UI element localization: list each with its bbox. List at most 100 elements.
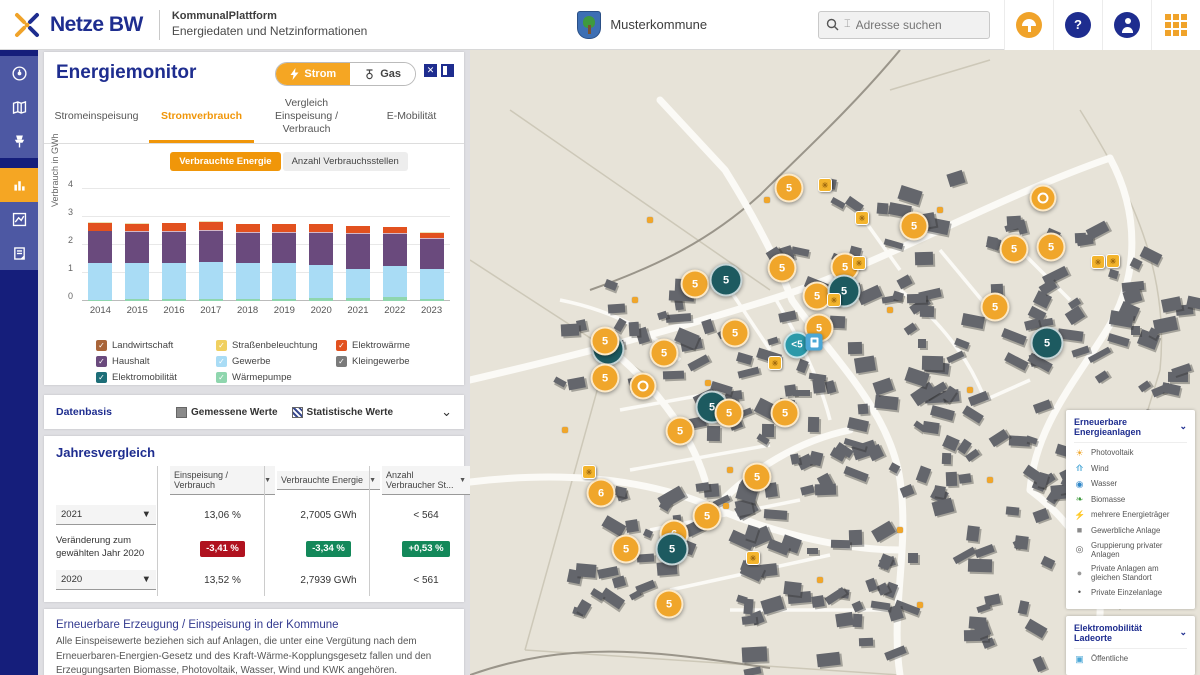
metric-select-1[interactable]: Einspeisung / Verbrauch ▼ [170,466,275,496]
bar-2017[interactable] [198,220,223,302]
bar-2020[interactable] [309,223,334,302]
subtoggle-anzahl-verbrauchsstellen[interactable]: Anzahl Verbrauchsstellen [282,152,408,172]
collapse-panel-icon[interactable] [441,64,454,77]
gas-toggle-button[interactable]: Gas [350,63,415,85]
private-plant-marker[interactable] [727,467,733,473]
legend-label: Landwirtschaft [112,339,174,351]
grouped-private-plants-marker[interactable] [629,372,657,400]
private-plant-cluster-marker[interactable]: 6 [586,478,616,508]
legend-renewables-header[interactable]: Erneuerbare Energieanlagen ⌄ [1074,417,1187,443]
bar-2022[interactable] [382,226,407,302]
photovoltaik-marker[interactable]: ☀ [768,356,782,370]
contact-button[interactable] [1004,0,1053,50]
private-plant-cluster-marker[interactable]: 5 [802,281,832,311]
apps-menu-button[interactable] [1151,0,1200,50]
private-plant-marker[interactable] [705,380,711,386]
photovoltaik-marker[interactable]: ☀ [818,178,832,192]
legend-checkbox-kleingewerbe[interactable]: ✓ Kleingewerbe [336,353,456,369]
private-plant-cluster-marker[interactable]: 5 [980,292,1010,322]
private-plant-marker[interactable] [632,297,638,303]
private-plant-cluster-marker[interactable]: 5 [742,462,772,492]
bar-2016[interactable] [161,222,186,302]
bar-2014[interactable] [88,222,113,302]
private-plant-marker[interactable] [897,527,903,533]
bar-2018[interactable] [235,223,260,302]
charging-cluster-marker[interactable]: 5 [1030,326,1064,360]
metric-select-2[interactable]: Verbrauchte Energie ▼ [277,471,380,491]
tab-stromverbrauch[interactable]: Stromverbrauch [149,92,254,144]
brand-logo[interactable]: Netze BW [0,10,157,40]
private-plant-cluster-marker[interactable]: 5 [692,501,722,531]
legend-checkbox-haushalt[interactable]: ✓ Haushalt [96,353,216,369]
help-button[interactable]: ? [1053,0,1102,50]
private-plant-marker[interactable] [967,387,973,393]
year-select-top[interactable]: 2021 ▼ [56,505,156,526]
photovoltaik-marker[interactable]: ☀ [1091,255,1105,269]
search-input[interactable] [855,17,966,32]
private-plant-cluster-marker[interactable]: 5 [680,269,710,299]
strom-toggle-button[interactable]: Strom [276,63,351,85]
private-plant-marker[interactable] [817,577,823,583]
sidebar-item-energy-monitor[interactable] [0,168,38,202]
private-plant-marker[interactable] [987,477,993,483]
sidebar-item-reports[interactable] [0,236,38,270]
sidebar-item-map[interactable] [0,90,38,124]
private-plant-marker[interactable] [647,217,653,223]
private-plant-cluster-marker[interactable]: 5 [590,363,620,393]
private-plant-marker[interactable] [887,307,893,313]
photovoltaik-marker[interactable]: ☀ [827,293,841,307]
legend-checkbox-stra-enbeleuchtung[interactable]: ✓ Straßenbeleuchtung [216,337,336,353]
photovoltaik-marker[interactable]: ☀ [746,551,760,565]
private-plant-cluster-marker[interactable]: 5 [714,398,744,428]
private-plant-cluster-marker[interactable]: 5 [770,398,800,428]
legend-emobility-header[interactable]: Elektromobilität Ladeorte ⌄ [1074,623,1187,649]
private-plant-marker[interactable] [917,602,923,608]
subtoggle-verbrauchte-energie[interactable]: Verbrauchte Energie [170,152,281,172]
private-plant-cluster-marker[interactable]: 5 [649,338,679,368]
private-plant-marker[interactable] [562,427,568,433]
address-search[interactable]: ⌶ [818,10,990,39]
close-icon[interactable]: ✕ [424,64,437,77]
photovoltaik-marker[interactable]: ☀ [855,211,869,225]
private-plant-cluster-marker[interactable]: 5 [999,234,1029,264]
photovoltaik-marker[interactable]: ☀ [852,256,866,270]
private-plant-cluster-marker[interactable]: 5 [767,253,797,283]
metric-select-3[interactable]: Anzahl Verbraucher St... ▼ [382,466,470,496]
map-canvas[interactable]: 5555555555555555<55555555656555☀☀☀☀☀☀☀☀☀… [470,50,1200,675]
sidebar-item-dashboard[interactable] [0,56,38,90]
photovoltaik-marker[interactable]: ☀ [1106,254,1120,268]
charging-station-marker[interactable] [805,333,823,351]
legend-checkbox-elektrow-rme[interactable]: ✓ Elektrowärme [336,337,456,353]
year-select-bottom[interactable]: 2020 ▼ [56,570,156,591]
grouped-private-plants-marker[interactable] [1029,184,1057,212]
private-plant-cluster-marker[interactable]: 5 [590,326,620,356]
tab-e-mobilit-t[interactable]: E-Mobilität [386,110,437,123]
bar-2019[interactable] [272,223,297,302]
private-plant-marker[interactable] [764,197,770,203]
private-plant-cluster-marker[interactable]: 5 [899,211,929,241]
account-button[interactable] [1102,0,1151,50]
charging-cluster-marker[interactable]: 5 [709,263,743,297]
legend-checkbox-w-rmepumpe[interactable]: ✓ Wärmepumpe [216,369,336,385]
private-plant-marker[interactable] [937,207,943,213]
private-plant-cluster-marker[interactable]: 5 [654,589,684,619]
legend-checkbox-elektromobilit-t[interactable]: ✓ Elektromobilität [96,369,216,385]
legend-checkbox-gewerbe[interactable]: ✓ Gewerbe [216,353,336,369]
private-plant-cluster-marker[interactable]: 5 [720,318,750,348]
private-plant-marker[interactable] [723,503,729,509]
private-plant-cluster-marker[interactable]: 5 [665,416,695,446]
private-plant-cluster-marker[interactable]: 5 [611,534,641,564]
tab-stromeinspeisung[interactable]: Stromeinspeisung [54,110,139,123]
bar-2023[interactable] [419,232,444,302]
private-plant-cluster-marker[interactable]: 5 [1036,232,1066,262]
sidebar-item-pins[interactable] [0,124,38,158]
bar-2015[interactable] [125,223,150,302]
legend-checkbox-landwirtschaft[interactable]: ✓ Landwirtschaft [96,337,216,353]
private-plant-cluster-marker[interactable]: 5 [774,173,804,203]
sidebar-item-analysis[interactable] [0,202,38,236]
chevron-down-icon[interactable]: ⌄ [441,404,452,420]
charging-cluster-marker[interactable]: 5 [655,532,689,566]
bar-2021[interactable] [345,225,370,302]
photovoltaik-marker[interactable]: ☀ [582,465,596,479]
tab-vergleich-einspeisung-verbrauch[interactable]: Vergleich Einspeisung / Verbrauch [274,97,339,136]
